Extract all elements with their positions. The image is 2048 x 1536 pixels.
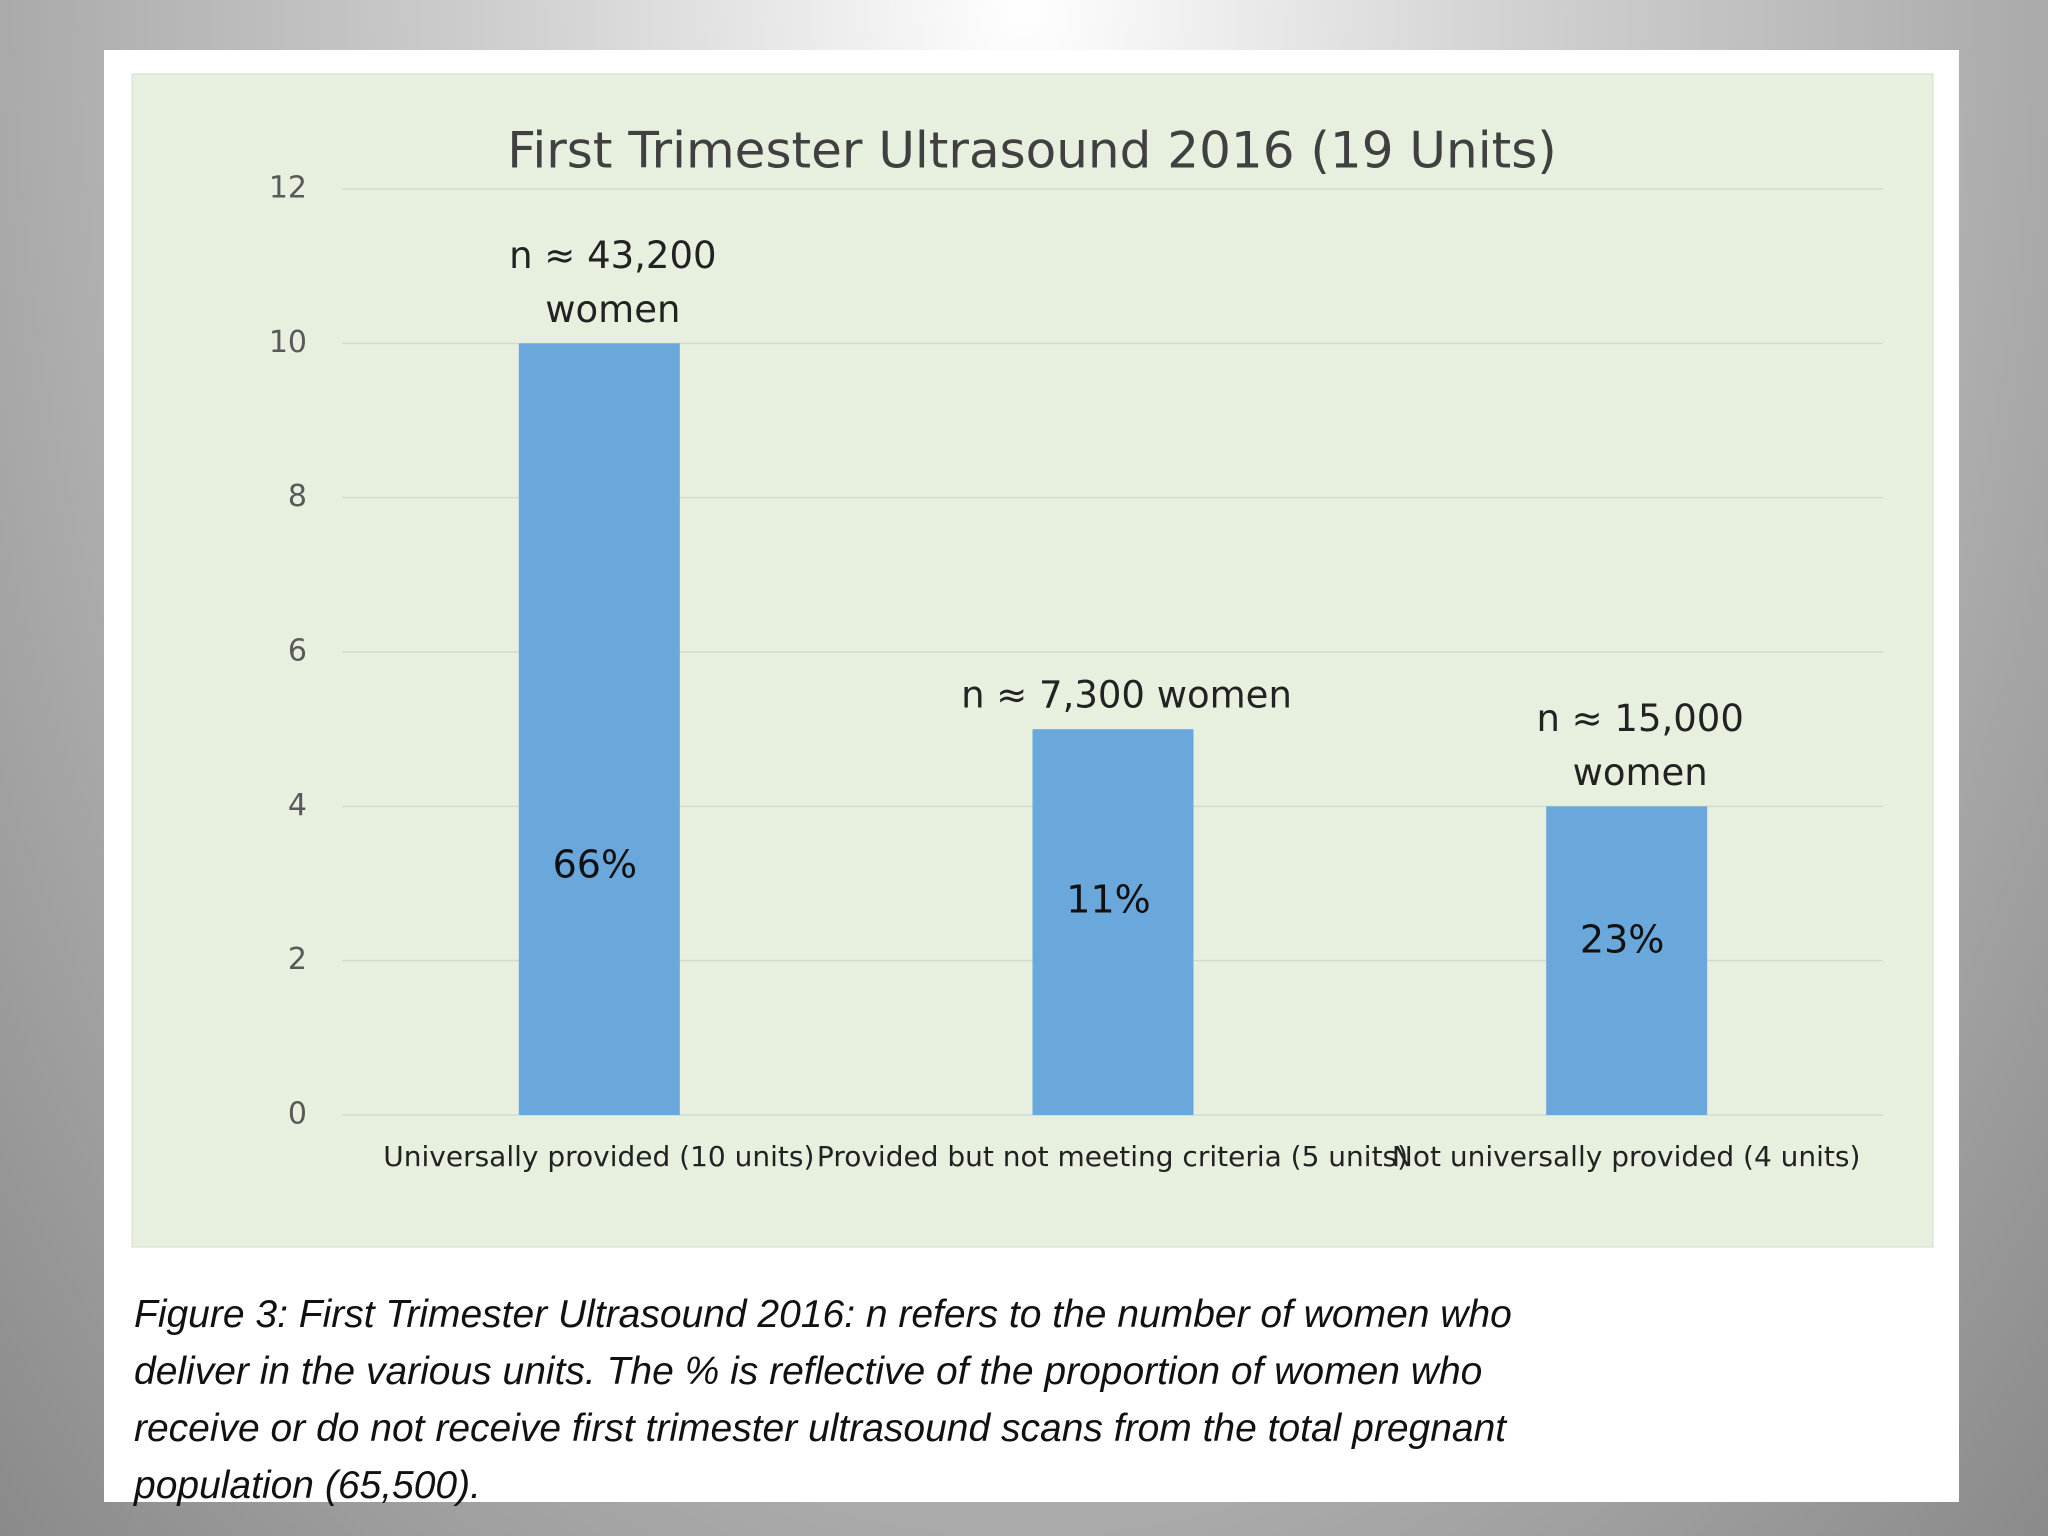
y-tick-label: 2 bbox=[288, 942, 307, 977]
bar-top-label: n ≈ 7,300 women bbox=[961, 674, 1292, 717]
chart-title: First Trimester Ultrasound 2016 (19 Unit… bbox=[507, 122, 1557, 180]
y-tick-label: 6 bbox=[288, 634, 307, 669]
bar-inner-label: 66% bbox=[553, 843, 637, 887]
x-tick-label: Provided but not meeting criteria (5 uni… bbox=[817, 1140, 1408, 1173]
bar-top-label: n ≈ 43,200 bbox=[509, 234, 716, 277]
y-tick-label: 0 bbox=[288, 1097, 307, 1132]
bar-top-label: women bbox=[545, 288, 680, 331]
bar-top-label: women bbox=[1573, 751, 1708, 794]
bar bbox=[1032, 729, 1194, 1115]
caption-line: receive or do not receive first trimeste… bbox=[134, 1407, 1507, 1450]
y-tick-label: 12 bbox=[269, 171, 307, 206]
y-tick-label: 10 bbox=[269, 325, 307, 360]
bar bbox=[518, 343, 680, 1115]
caption-line: Figure 3: First Trimester Ultrasound 201… bbox=[134, 1293, 1512, 1336]
x-tick-label: Not universally provided (4 units) bbox=[1392, 1140, 1861, 1173]
bar bbox=[1546, 806, 1708, 1115]
bar-inner-label: 23% bbox=[1580, 918, 1664, 962]
caption-line: deliver in the various units. The % is r… bbox=[134, 1350, 1483, 1393]
bar-inner-label: 11% bbox=[1066, 878, 1150, 922]
x-tick-label: Universally provided (10 units) bbox=[383, 1140, 814, 1173]
caption-line: population (65,500). bbox=[134, 1464, 481, 1507]
bar-top-label: n ≈ 15,000 bbox=[1536, 697, 1743, 740]
y-tick-label: 8 bbox=[288, 479, 307, 514]
y-tick-label: 4 bbox=[288, 788, 307, 823]
